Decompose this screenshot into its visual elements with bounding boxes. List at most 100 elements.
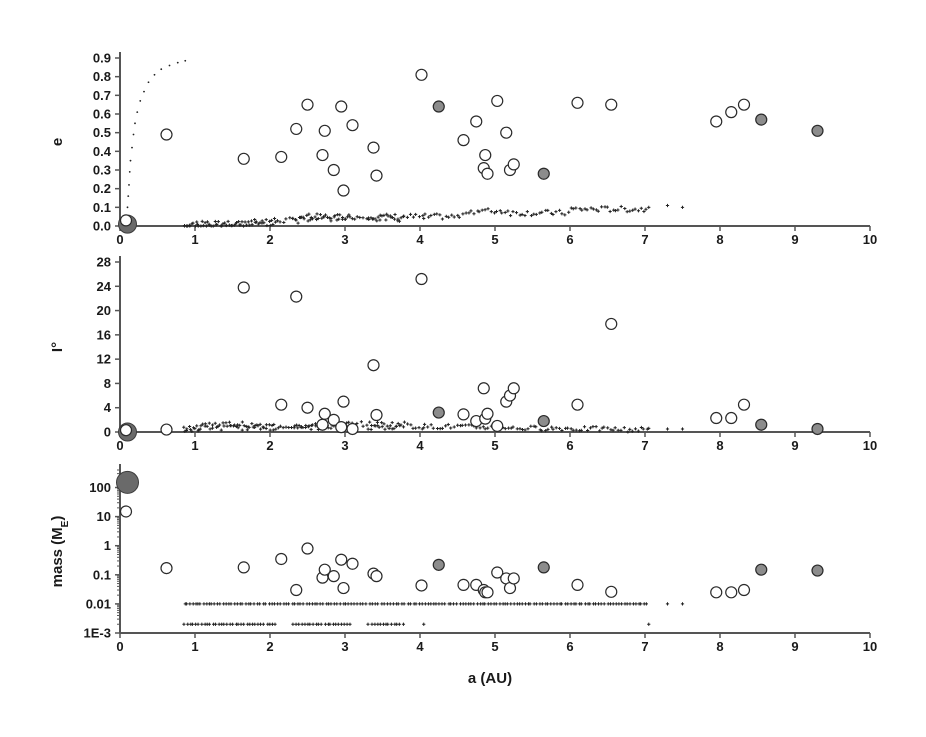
embryo-dot — [440, 217, 445, 221]
x-tick-label: 9 — [791, 438, 798, 453]
embryo-dot — [308, 622, 312, 626]
embryo-dot — [427, 215, 431, 219]
embryo-dot — [366, 622, 370, 626]
planet-marker-open — [370, 408, 383, 422]
embryo-dot — [665, 203, 670, 208]
embryo-dot — [203, 221, 207, 225]
embryo-dot — [469, 209, 473, 213]
embryo-dot — [534, 425, 538, 429]
embryo-dot — [189, 428, 193, 432]
planet-marker-open — [491, 419, 504, 433]
embryo-dot — [593, 602, 598, 606]
embryo-dot — [619, 602, 624, 606]
embryo-dot — [585, 208, 589, 212]
curve-dot — [153, 73, 156, 76]
curve-dot — [126, 206, 129, 209]
curve-dot — [136, 111, 139, 114]
embryo-dot — [449, 426, 453, 430]
embryo-dot — [478, 426, 482, 430]
y-axis-label-subscript: E — [60, 520, 71, 527]
mass-panel: 0 1 2 3 4 5 6 7 8 9 10 1E-3 0.01 0.1 1 10 100 mass (ME) — [49, 464, 877, 654]
planet-marker-open — [346, 422, 359, 436]
embryo-dot — [529, 213, 534, 218]
embryo-dot — [230, 622, 235, 626]
embryo-dot — [598, 429, 602, 433]
embryo-dot — [608, 209, 612, 214]
x-tick-label: 3 — [341, 639, 348, 654]
embryo-dot — [227, 420, 232, 424]
planet-marker-open — [337, 395, 350, 408]
y-tick-label: 1E-3 — [84, 626, 111, 641]
curve-dot — [160, 68, 163, 71]
y-tick-label: 0.1 — [93, 567, 111, 582]
embryo-dot — [523, 602, 528, 606]
embryo-dot — [247, 425, 251, 429]
embryo-dot — [200, 622, 204, 626]
planet-marker-open — [301, 542, 314, 555]
embryo-dot — [196, 224, 200, 228]
embryo-dot — [294, 218, 298, 222]
embryo-dot — [583, 207, 587, 211]
embryo-dot — [315, 212, 319, 216]
embryo-dot — [376, 424, 380, 428]
embryo-dot — [310, 423, 315, 427]
embryo-dot — [443, 602, 447, 606]
embryo-dot — [219, 428, 223, 432]
embryo-dot — [588, 602, 592, 606]
embryo-dot — [214, 223, 218, 227]
embryo-dot — [514, 211, 519, 215]
embryo-dot — [216, 424, 220, 429]
embryo-dot — [451, 602, 456, 606]
embryo-dot — [222, 424, 226, 428]
embryo-dot — [224, 602, 228, 606]
embryo-dot — [563, 213, 567, 217]
planet-marker-open — [507, 572, 520, 585]
embryo-dot — [619, 428, 623, 432]
embryo-dot — [566, 602, 570, 606]
y-tick-label: 0.6 — [93, 107, 111, 122]
planet-marker-open — [481, 407, 494, 420]
embryo-dot — [456, 423, 460, 427]
embryo-dot — [611, 428, 615, 432]
embryo-dot — [571, 428, 575, 432]
embryo-dot — [348, 215, 352, 219]
embryo-dot — [409, 423, 413, 427]
embryo-dot — [289, 425, 294, 430]
planet-marker-open — [119, 505, 133, 518]
embryo-dot — [634, 602, 638, 606]
planet-marker-open — [119, 214, 133, 227]
embryo-dot — [594, 208, 598, 212]
embryo-dot — [399, 216, 403, 220]
embryo-dot — [498, 602, 502, 606]
embryo-dot — [617, 602, 621, 606]
curve-dot — [147, 81, 150, 84]
x-tick-label: 1 — [191, 438, 198, 453]
y-tick-label: 0.2 — [93, 181, 111, 196]
embryo-dot — [376, 602, 380, 606]
embryo-dot — [272, 422, 276, 427]
embryo-dot — [389, 622, 394, 626]
planet-marker-open — [346, 557, 359, 570]
embryo-dot — [402, 420, 407, 424]
planet-marker-open — [367, 359, 380, 372]
embryo-dot — [187, 223, 192, 227]
embryo-dot — [414, 212, 418, 217]
x-tick-label: 3 — [341, 438, 348, 453]
x-axis-label: a (AU) — [468, 670, 512, 687]
eccentricity-panel: 0 1 2 3 4 5 6 7 8 9 10 0.0 0.1 0.2 0.3 0.4 0.5 0.6 0.7 0.8 0… — [49, 51, 877, 248]
embryo-dot — [321, 602, 325, 606]
embryo-dot — [372, 424, 376, 428]
embryo-dot — [475, 602, 480, 606]
embryo-dot — [250, 223, 254, 227]
embryo-dot — [347, 420, 351, 424]
planet-marker-open — [571, 398, 584, 411]
embryo-dot — [352, 602, 356, 606]
embryo-dot — [626, 430, 630, 434]
embryo-dot — [210, 426, 215, 430]
embryo-dot — [202, 602, 206, 606]
embryo-dot — [371, 217, 376, 221]
x-tick-label: 0 — [116, 438, 123, 453]
embryo-dot — [639, 425, 643, 430]
embryo-dot — [261, 622, 265, 626]
embryo-dot — [550, 425, 554, 429]
